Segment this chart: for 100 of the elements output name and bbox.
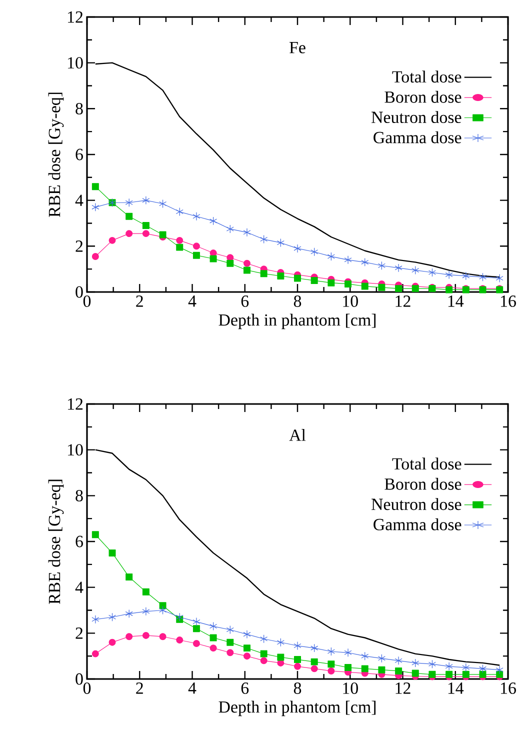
y-tick-label: 8 bbox=[76, 490, 83, 502]
point bbox=[159, 606, 167, 615]
x-tick-label: 2 bbox=[136, 296, 143, 307]
point bbox=[310, 644, 318, 652]
point bbox=[243, 644, 250, 652]
x-tick-label: 2 bbox=[136, 682, 143, 694]
point bbox=[260, 657, 268, 664]
y-tick-label: 2 bbox=[76, 628, 83, 639]
point bbox=[243, 260, 250, 267]
point bbox=[243, 652, 250, 660]
point bbox=[159, 602, 166, 610]
x-tick-label: 12 bbox=[396, 682, 410, 694]
point bbox=[328, 279, 335, 286]
point bbox=[126, 574, 133, 581]
point bbox=[142, 222, 150, 230]
point bbox=[294, 244, 302, 253]
point bbox=[378, 284, 386, 291]
point bbox=[192, 640, 200, 647]
point bbox=[126, 230, 133, 238]
point bbox=[125, 198, 133, 207]
point bbox=[210, 644, 217, 652]
y-tick-label: 12 bbox=[68, 11, 83, 23]
point bbox=[394, 264, 402, 272]
point bbox=[310, 277, 318, 284]
point bbox=[142, 607, 150, 616]
point bbox=[294, 641, 302, 650]
point bbox=[310, 665, 318, 672]
point bbox=[478, 664, 486, 673]
point bbox=[192, 252, 200, 259]
point bbox=[478, 272, 486, 282]
text: Al bbox=[289, 429, 306, 441]
legend-label: Boron dose bbox=[384, 478, 462, 490]
point bbox=[412, 658, 420, 668]
point bbox=[428, 660, 436, 668]
point bbox=[294, 656, 301, 664]
point bbox=[126, 212, 133, 220]
point bbox=[243, 630, 251, 639]
x-tick-label: 14 bbox=[448, 296, 464, 307]
x-tick-label: 16 bbox=[501, 682, 516, 694]
x-tick-label: 0 bbox=[83, 682, 91, 694]
point bbox=[412, 670, 419, 677]
point bbox=[92, 252, 99, 260]
legend-label: Boron dose bbox=[384, 90, 462, 103]
point bbox=[310, 248, 318, 256]
point bbox=[361, 652, 369, 660]
point bbox=[462, 670, 470, 678]
point bbox=[192, 617, 200, 626]
y-tick-label: 4 bbox=[75, 194, 84, 206]
point bbox=[176, 244, 184, 251]
point bbox=[142, 196, 150, 205]
text: Fe bbox=[290, 42, 306, 54]
point bbox=[446, 286, 453, 294]
point bbox=[192, 242, 200, 250]
point bbox=[226, 625, 234, 634]
legend-label: Neutron dose bbox=[371, 498, 462, 510]
point bbox=[226, 638, 234, 646]
y-axis-title: RBE dose [Gy-eq] bbox=[48, 92, 64, 218]
point bbox=[294, 662, 301, 670]
y-axis-title: RBE dose [Gy-eq] bbox=[48, 480, 64, 604]
legend-label: Neutron dose bbox=[371, 111, 462, 124]
point bbox=[327, 647, 335, 656]
point bbox=[394, 656, 402, 665]
point bbox=[496, 670, 504, 678]
point bbox=[260, 634, 268, 644]
point bbox=[378, 261, 386, 270]
x-tick-label: 8 bbox=[294, 296, 302, 307]
point bbox=[328, 667, 335, 674]
point bbox=[92, 531, 99, 538]
point bbox=[226, 649, 234, 656]
point bbox=[108, 638, 116, 646]
point bbox=[445, 270, 453, 280]
y-tick-label: 8 bbox=[76, 102, 83, 114]
point bbox=[395, 285, 402, 292]
point bbox=[92, 202, 100, 212]
point bbox=[226, 224, 234, 234]
point bbox=[344, 256, 352, 264]
y-tick-label: 0 bbox=[76, 286, 83, 298]
y-tick-label: 0 bbox=[76, 673, 83, 685]
point bbox=[378, 666, 386, 674]
point bbox=[277, 659, 284, 666]
x-tick-label: 4 bbox=[188, 682, 196, 694]
point bbox=[210, 634, 217, 642]
point bbox=[462, 272, 470, 280]
point bbox=[361, 665, 368, 672]
point bbox=[243, 228, 251, 237]
point bbox=[276, 638, 284, 647]
point bbox=[277, 272, 284, 280]
x-tick-label: 6 bbox=[241, 682, 249, 694]
legend-label: Total dose bbox=[392, 458, 462, 470]
point bbox=[294, 274, 301, 282]
point bbox=[260, 270, 268, 278]
point bbox=[92, 650, 99, 658]
point bbox=[428, 268, 436, 277]
point bbox=[159, 633, 166, 640]
point bbox=[412, 285, 419, 292]
point bbox=[378, 654, 386, 663]
point bbox=[344, 664, 352, 672]
x-tick-label: 0 bbox=[83, 296, 91, 307]
x-tick-label: 14 bbox=[448, 682, 464, 694]
x-axis-title: Depth in phantom [cm] bbox=[218, 314, 376, 330]
